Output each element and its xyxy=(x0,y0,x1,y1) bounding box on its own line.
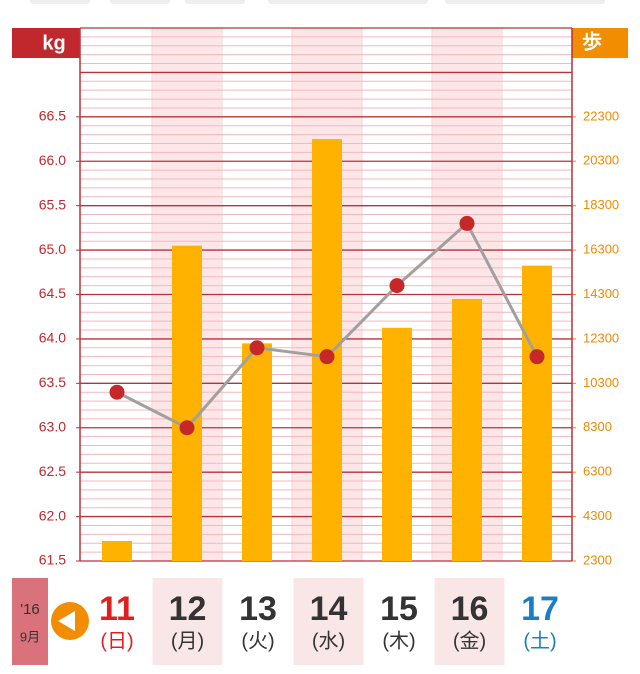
point xyxy=(529,349,545,365)
y2-unit-box xyxy=(572,28,628,58)
y-tick-label: 65.0 xyxy=(39,241,66,257)
tab[interactable] xyxy=(110,0,170,4)
y-tick-label: 66.5 xyxy=(39,108,66,124)
y2-tick-label: 2300 xyxy=(583,552,612,567)
point xyxy=(249,340,265,356)
bar xyxy=(172,245,202,561)
y2-tick-label: 18300 xyxy=(583,197,619,212)
point xyxy=(389,278,405,294)
top-tabs xyxy=(30,0,605,4)
y-tick-label: 63.0 xyxy=(39,418,66,434)
bar xyxy=(382,327,412,561)
weekday: (水) xyxy=(312,629,345,652)
point xyxy=(179,420,195,436)
y2-tick-label: 20300 xyxy=(583,153,619,168)
tab[interactable] xyxy=(445,0,605,4)
date-box xyxy=(12,578,48,665)
tab[interactable] xyxy=(185,0,245,4)
day-shade xyxy=(293,578,364,665)
bar xyxy=(452,298,482,561)
month: 9月 xyxy=(20,629,40,644)
prev-button[interactable] xyxy=(51,602,89,640)
y2-axis-label: 歩 xyxy=(582,30,602,53)
weekday: (日) xyxy=(100,630,133,652)
y2-tick-label: 12300 xyxy=(583,330,619,345)
y-axis-label: kg xyxy=(42,32,65,54)
day-shade xyxy=(434,578,505,665)
y2-tick-label: 6300 xyxy=(583,464,612,479)
y2-tick-label: 14300 xyxy=(583,286,619,301)
day-number: 11 xyxy=(99,590,135,628)
y-tick-label: 62.5 xyxy=(39,463,66,479)
y2-tick-label: 22300 xyxy=(583,108,619,123)
point xyxy=(459,215,475,231)
y-tick-label: 66.0 xyxy=(39,152,66,168)
day-number: 17 xyxy=(521,590,559,628)
day-number: 16 xyxy=(451,590,489,628)
y-tick-label: 64.0 xyxy=(39,330,66,346)
bar xyxy=(242,343,272,561)
day-number: 13 xyxy=(239,590,277,628)
plot: 61.5 62.0 62.5 63.0 63.5 64.0 64.5 65.0 65.5 66.0… xyxy=(39,27,619,568)
weekday: (金) xyxy=(453,629,486,652)
day-number: 15 xyxy=(380,590,418,628)
y2-tick-label: 16300 xyxy=(583,242,619,257)
y-tick-label: 61.5 xyxy=(39,552,66,568)
y-tick-label: 62.0 xyxy=(39,507,66,523)
bar xyxy=(522,265,552,561)
prev-arrow[interactable] xyxy=(58,611,75,631)
weekday: (火) xyxy=(241,630,274,652)
day-number: 12 xyxy=(169,590,207,628)
year: '16 xyxy=(20,601,40,618)
y-tick-label: 64.5 xyxy=(39,285,66,301)
weekday: (木) xyxy=(382,629,415,652)
weekday: (土) xyxy=(523,629,556,652)
weekday: (月) xyxy=(171,630,204,652)
point xyxy=(109,384,125,400)
y-tick-label: 65.5 xyxy=(39,196,66,212)
y-unit-box xyxy=(12,28,80,58)
bar xyxy=(102,541,132,561)
point xyxy=(319,349,335,365)
day-number: 14 xyxy=(310,590,348,628)
y2-tick-label: 8300 xyxy=(583,419,612,434)
y2-tick-label: 10300 xyxy=(583,375,619,390)
y2-tick-label: 4300 xyxy=(583,508,612,523)
day-shade xyxy=(152,578,223,665)
tab[interactable] xyxy=(268,0,428,4)
y-tick-label: 63.5 xyxy=(39,374,66,390)
tab[interactable] xyxy=(30,0,90,4)
